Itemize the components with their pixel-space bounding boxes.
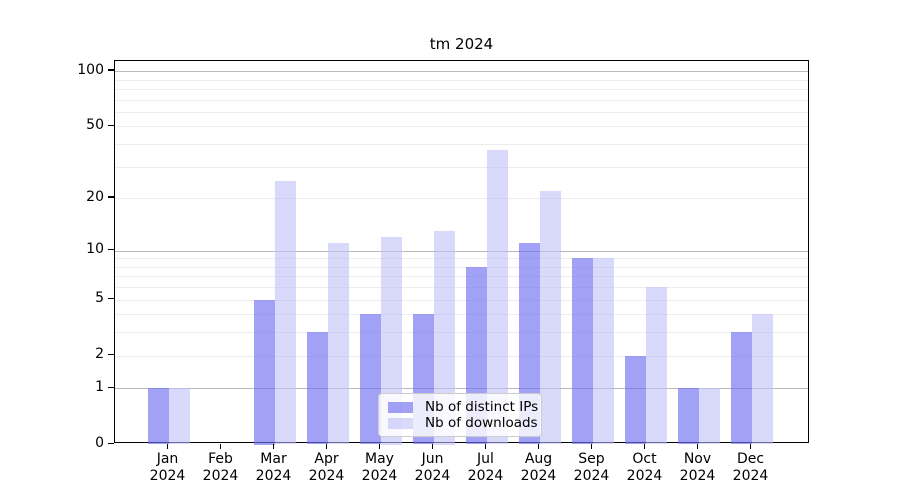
bar-downloads-apr xyxy=(327,243,349,445)
bar-downloads-may xyxy=(380,237,402,445)
x-tick-9 xyxy=(590,443,593,449)
y-tick-100 xyxy=(108,69,114,71)
bar-downloads-dec xyxy=(751,314,773,445)
x-tick-label-apr: Apr 2024 xyxy=(308,451,345,484)
x-tick-2 xyxy=(219,443,222,449)
bar-distinct-ips-may xyxy=(359,314,381,445)
x-tick-label-jun: Jun 2024 xyxy=(414,451,451,484)
bar-distinct-ips-sep xyxy=(571,258,593,445)
x-tick-label-jul: Jul 2024 xyxy=(467,451,504,484)
y-tick-label-10: 10 xyxy=(86,241,104,257)
bar-downloads-nov xyxy=(698,388,720,445)
legend-swatch-distinct-ips xyxy=(388,401,413,413)
x-tick-12 xyxy=(749,443,752,449)
x-tick-4 xyxy=(325,443,328,449)
y-tick-label-2: 2 xyxy=(95,346,104,363)
y-tick-label-50: 50 xyxy=(86,116,104,133)
y-tick-label-1: 1 xyxy=(95,378,104,395)
x-tick-label-oct: Oct 2024 xyxy=(626,451,663,484)
plot-area xyxy=(114,60,809,445)
bar-distinct-ips-apr xyxy=(306,332,328,445)
x-tick-1 xyxy=(166,443,169,449)
major-gridline-100 xyxy=(115,71,808,73)
minor-gridline-7 xyxy=(115,276,808,278)
minor-gridline-4 xyxy=(115,314,808,316)
x-tick-11 xyxy=(696,443,699,449)
bar-downloads-jun xyxy=(433,231,455,445)
minor-gridline-5 xyxy=(115,299,808,301)
x-tick-8 xyxy=(537,443,540,449)
minor-gridline-40 xyxy=(115,144,808,145)
x-tick-label-aug: Aug 2024 xyxy=(520,451,557,484)
legend-item-downloads: Nb of downloads xyxy=(388,415,538,431)
x-tick-label-nov: Nov 2024 xyxy=(679,451,716,484)
legend-swatch-downloads xyxy=(388,417,413,429)
minor-gridline-9 xyxy=(115,258,808,260)
major-gridline-10 xyxy=(115,250,808,252)
minor-gridline-30 xyxy=(115,166,808,168)
y-tick-1 xyxy=(108,386,114,389)
minor-gridline-80 xyxy=(115,88,808,90)
x-tick-label-sep: Sep 2024 xyxy=(573,451,610,484)
minor-gridline-8 xyxy=(115,266,808,268)
minor-gridline-50 xyxy=(115,126,808,128)
x-tick-label-mar: Mar 2024 xyxy=(255,451,292,484)
y-tick-0 xyxy=(108,442,114,445)
y-tick-label-0: 0 xyxy=(95,435,104,451)
x-tick-label-feb: Feb 2024 xyxy=(202,451,239,484)
x-tick-5 xyxy=(378,443,381,449)
legend: Nb of distinct IPs Nb of downloads xyxy=(378,393,542,437)
bar-distinct-ips-nov xyxy=(677,388,699,445)
y-tick-label-100: 100 xyxy=(77,61,104,78)
minor-gridline-2 xyxy=(115,355,808,357)
bar-downloads-oct xyxy=(645,287,667,445)
y-tick-5 xyxy=(108,297,114,300)
legend-label-distinct-ips: Nb of distinct IPs xyxy=(425,399,539,415)
chart-title: tm 2024 xyxy=(429,35,494,53)
bar-downloads-sep xyxy=(592,258,614,445)
bar-distinct-ips-mar xyxy=(253,299,275,445)
y-tick-10 xyxy=(108,248,114,251)
bar-distinct-ips-dec xyxy=(730,332,752,445)
bar-downloads-mar xyxy=(274,180,296,445)
y-tick-label-20: 20 xyxy=(86,188,104,205)
bar-downloads-jan xyxy=(168,388,190,445)
bar-distinct-ips-oct xyxy=(624,355,646,445)
x-tick-7 xyxy=(484,443,487,449)
bar-downloads-aug xyxy=(539,190,561,445)
minor-gridline-60 xyxy=(115,111,808,113)
minor-gridline-90 xyxy=(115,79,808,81)
x-tick-3 xyxy=(272,443,275,449)
minor-gridline-70 xyxy=(115,99,808,101)
y-tick-50 xyxy=(108,124,114,127)
x-tick-label-dec: Dec 2024 xyxy=(732,451,769,484)
x-tick-label-may: May 2024 xyxy=(361,451,398,484)
x-tick-10 xyxy=(643,443,646,449)
minor-gridline-20 xyxy=(115,198,808,200)
minor-gridline-6 xyxy=(115,287,808,289)
bar-distinct-ips-jan xyxy=(147,388,169,445)
major-gridline-1 xyxy=(115,388,808,390)
legend-label-downloads: Nb of downloads xyxy=(425,415,538,431)
bar-downloads-jul xyxy=(486,150,508,445)
minor-gridline-3 xyxy=(115,332,808,334)
x-tick-label-jan: Jan 2024 xyxy=(149,451,186,484)
x-tick-6 xyxy=(431,443,434,449)
legend-item-distinct-ips: Nb of distinct IPs xyxy=(388,399,538,415)
y-tick-20 xyxy=(108,196,114,198)
y-tick-label-5: 5 xyxy=(95,290,104,306)
y-tick-2 xyxy=(108,353,114,356)
